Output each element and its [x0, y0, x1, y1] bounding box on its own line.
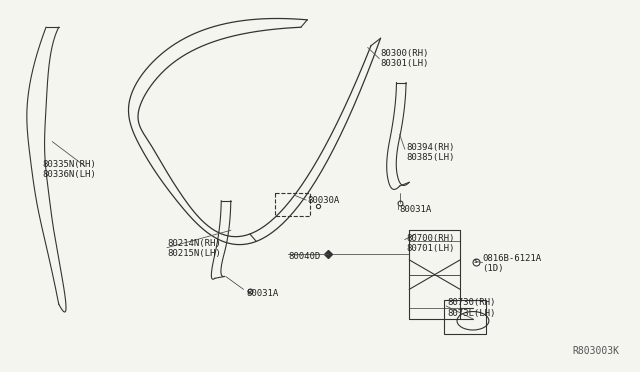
- Text: 80730(RH)
8073L(LH): 80730(RH) 8073L(LH): [447, 298, 496, 318]
- Text: 80335N(RH)
80336N(LH): 80335N(RH) 80336N(LH): [43, 160, 97, 179]
- Text: 80700(RH)
80701(LH): 80700(RH) 80701(LH): [406, 234, 454, 253]
- Text: 0816B-6121A
(1D): 0816B-6121A (1D): [483, 254, 541, 273]
- Text: 80214N(RH)
80215N(LH): 80214N(RH) 80215N(LH): [167, 239, 221, 259]
- Text: 80030A: 80030A: [307, 196, 339, 205]
- Text: 80040D: 80040D: [288, 251, 321, 261]
- Text: R803003K: R803003K: [573, 346, 620, 356]
- Text: 80394(RH)
80385(LH): 80394(RH) 80385(LH): [406, 143, 454, 163]
- Text: S: S: [474, 259, 478, 264]
- Text: 80300(RH)
80301(LH): 80300(RH) 80301(LH): [381, 49, 429, 68]
- Text: 80031A: 80031A: [246, 289, 279, 298]
- Text: 80031A: 80031A: [399, 205, 432, 215]
